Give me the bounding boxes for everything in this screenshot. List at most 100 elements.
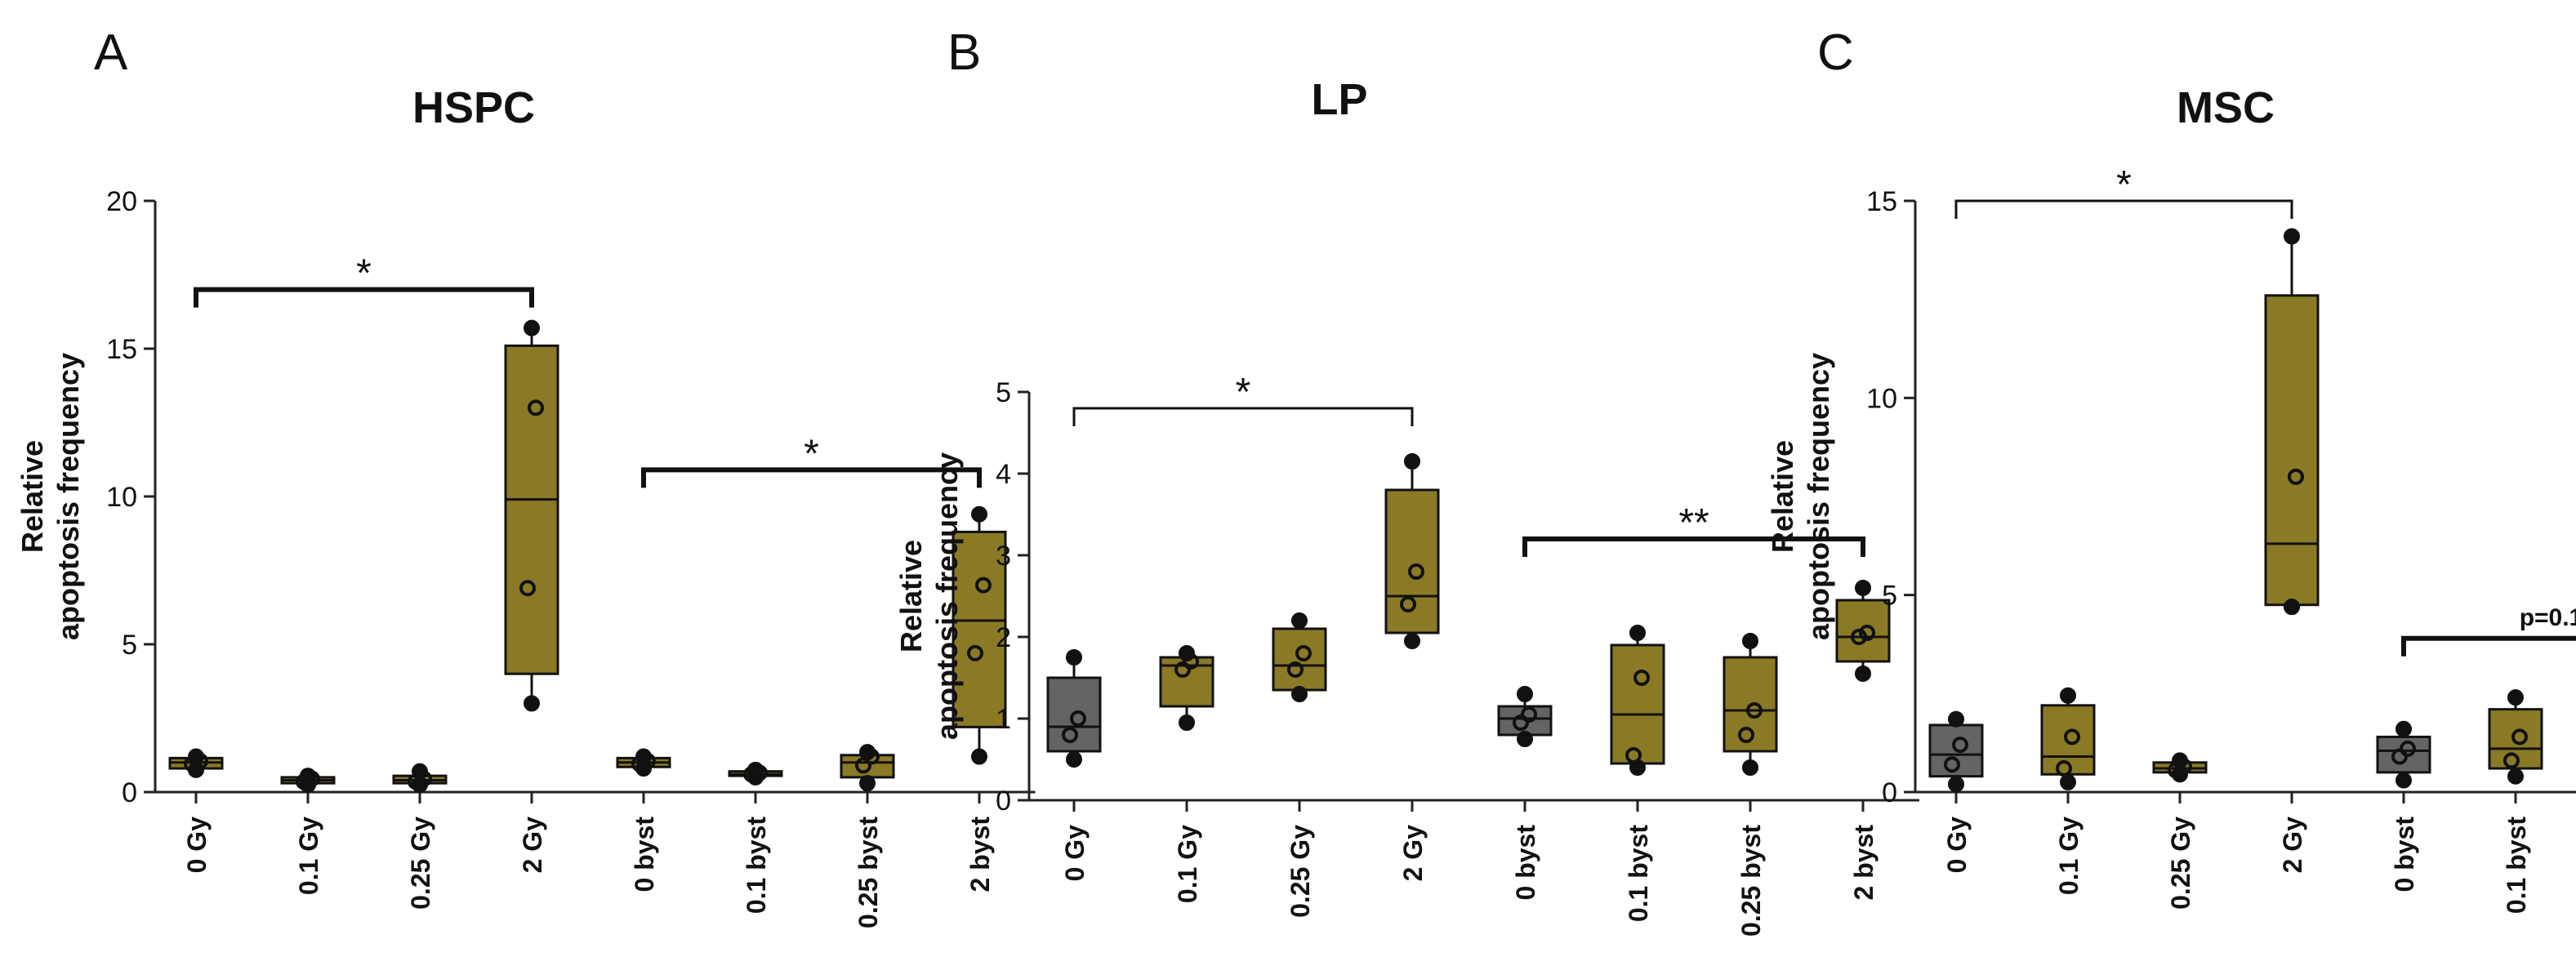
box-0-gy: 0 Gy [1928,710,1984,874]
box-iqr [1835,599,1891,663]
data-point [1517,731,1533,747]
box-0-gy: 0 Gy [168,748,224,874]
box-0-byst: 0 byst [1497,686,1553,901]
bracket-line [1954,199,2293,219]
data-point [1859,625,1875,641]
data-point [2284,599,2300,616]
data-point [859,775,876,792]
data-point [2284,228,2300,245]
y-axis-label: Relativeapoptosis frequency [16,353,85,640]
x-tick-label: 0 byst [2390,817,2419,893]
box-2-gy: 2 Gy [504,319,559,874]
y-tick-label: 10 [1866,383,1897,414]
data-point [1948,776,1964,793]
x-tick-label: 0.1 Gy [294,817,323,895]
x-tick-label: 0.1 byst [742,817,771,915]
data-point [1517,686,1533,702]
data-point [1179,714,1195,731]
x-tick-label: 0.25 byst [1736,825,1766,937]
data-point [1070,710,1086,727]
data-point [1944,756,1960,773]
panel-c: C MSC Relativeapoptosis frequency 0 5 10 15 0 G… [1766,24,2576,915]
box-2-gy: 2 Gy [1384,453,1440,882]
significance-bracket: * [1954,163,2293,219]
data-point [971,748,987,765]
data-point [635,748,652,765]
x-tick-label: 0.25 Gy [1286,825,1315,918]
panel-label: A [94,24,128,81]
y-tick-label: 4 [996,459,1011,490]
panel-label: C [1817,24,1854,81]
x-tick-label: 0.1 byst [2502,817,2531,915]
x-tick-label: 0 Gy [182,817,212,874]
data-point [747,761,764,778]
data-point [971,505,987,523]
data-point [2288,468,2304,485]
data-point [1404,453,1420,470]
bracket-label: ** [1678,501,1709,545]
data-point [1629,625,1646,641]
bracket-line [2401,635,2576,657]
x-tick-label: 2 Gy [518,817,547,874]
data-point [2056,760,2072,777]
x-tick-label: 0.1 Gy [2054,817,2084,895]
data-point [524,695,540,712]
data-point [1738,727,1754,743]
box-0-25-gy: 0.25 Gy [392,763,448,910]
y-tick-label: 0 [122,777,137,808]
data-point [188,748,204,765]
data-point [1746,702,1763,719]
y-axis-label-line1: Relative [1766,440,1799,553]
bracket-label: * [1236,371,1251,414]
y-tick-label: 5 [122,630,137,661]
bracket-line [1072,407,1414,426]
data-point [1062,727,1078,743]
x-tick-label: 2 Gy [1398,825,1428,882]
data-point [519,580,536,597]
y-tick-label: 15 [1866,186,1897,217]
data-point [1066,751,1082,768]
data-point [2064,728,2080,746]
data-point [1179,645,1195,661]
box-0-25-gy: 0.25 Gy [1272,612,1327,918]
significance-bracket: p=0.1359 [2401,604,2576,657]
data-point [859,744,876,761]
bracket-line [194,287,534,308]
box-0-25-byst: 0.25 byst [840,744,895,928]
y-axis-label-line1: Relative [16,440,49,553]
y-tick-label: 5 [996,377,1011,408]
x-tick-label: 0.25 Gy [2166,817,2195,910]
data-point [1742,633,1758,649]
x-tick-label: 0 byst [1511,825,1540,901]
box-0-1-byst: 0.1 byst [2488,689,2543,915]
significance-bracket: ** [1522,501,1865,557]
chart-title: LP [1311,75,1367,124]
y-axis-label-line2: apoptosis frequency [1802,353,1835,640]
data-point [2172,752,2188,769]
box-0-1-byst: 0.1 byst [728,761,783,915]
box-0-1-gy: 0.1 Gy [1159,645,1214,903]
data-point [1855,580,1871,596]
panel-label: B [947,24,981,81]
x-tick-label: 2 Gy [2278,817,2307,874]
data-point [2507,768,2524,785]
x-tick-label: 0 Gy [1942,817,1972,874]
x-tick-label: 2 byst [1849,825,1879,901]
data-point [1513,714,1529,731]
significance-bracket: * [1072,371,1414,426]
bracket-label: * [804,432,819,475]
y-tick-label: 3 [996,541,1011,572]
data-point [1633,670,1650,686]
data-point [1287,661,1304,678]
box-0-25-byst: 0.25 byst [1723,633,1778,937]
box-iqr [504,344,559,675]
data-point [1066,649,1082,666]
data-point [1400,596,1416,612]
significance-bracket: * [641,432,982,488]
x-tick-label: 0.1 byst [1624,825,1653,923]
y-tick-label: 0 [996,786,1011,817]
data-point [2060,687,2076,704]
